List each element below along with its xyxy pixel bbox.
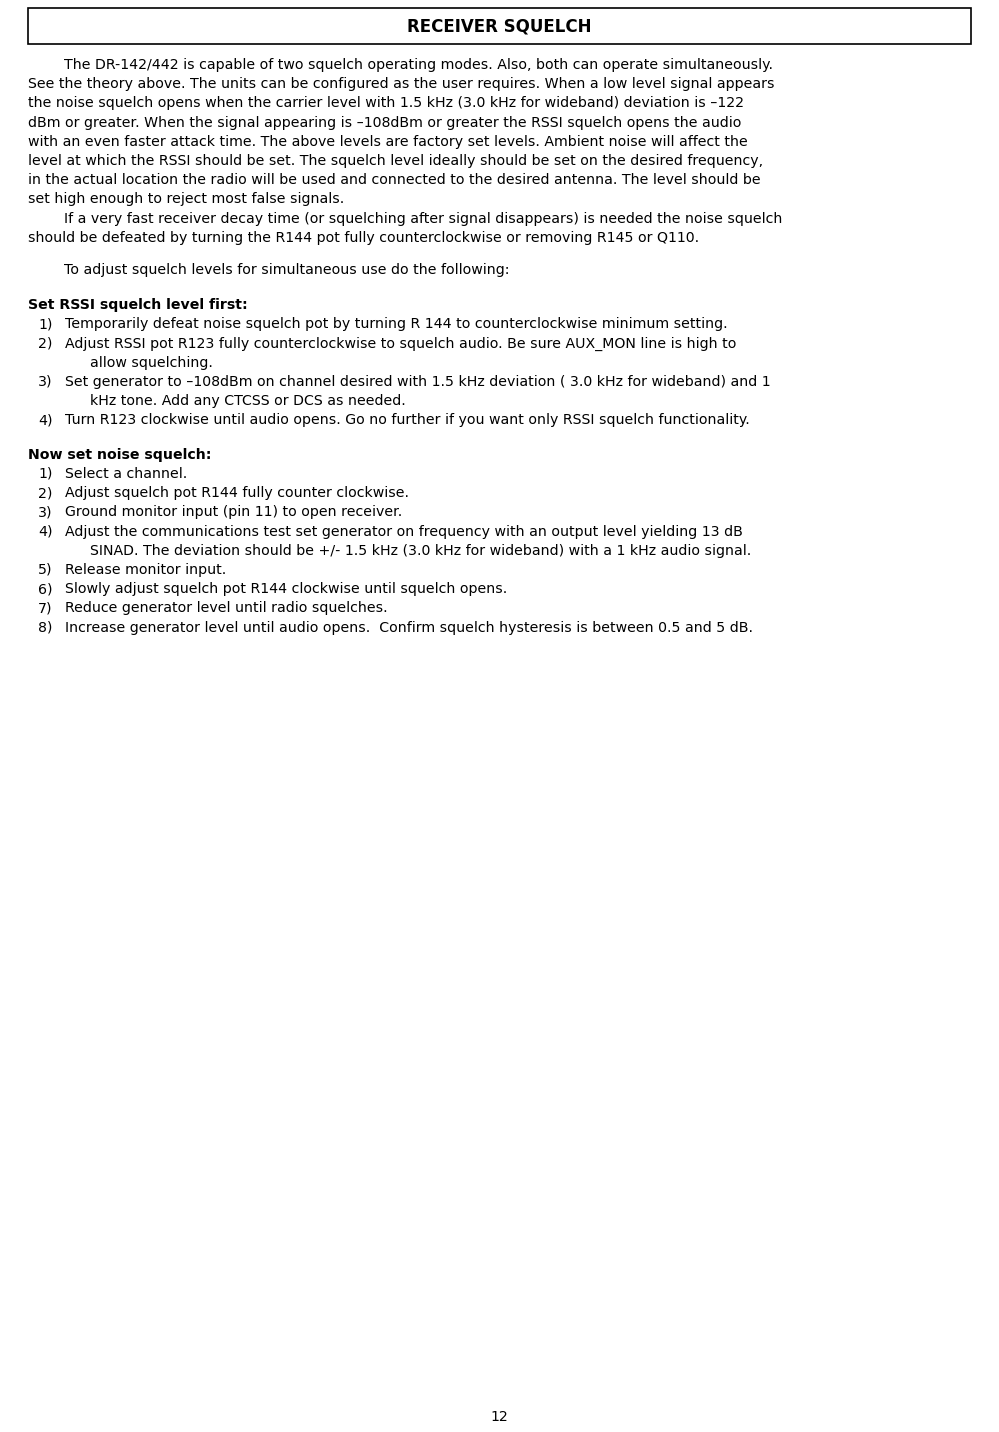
Text: SINAD. The deviation should be +/- 1.5 kHz (3.0 kHz for wideband) with a 1 kHz a: SINAD. The deviation should be +/- 1.5 k…	[90, 544, 751, 557]
Text: See the theory above. The units can be configured as the user requires. When a l: See the theory above. The units can be c…	[28, 77, 774, 92]
Text: 1): 1)	[38, 318, 52, 331]
Text: Set RSSI squelch level first:: Set RSSI squelch level first:	[28, 298, 248, 312]
Text: level at which the RSSI should be set. The squelch level ideally should be set o: level at which the RSSI should be set. T…	[28, 155, 763, 168]
Text: Set generator to –108dBm on channel desired with 1.5 kHz deviation ( 3.0 kHz for: Set generator to –108dBm on channel desi…	[65, 375, 770, 390]
Text: 5): 5)	[38, 563, 53, 577]
Text: Adjust squelch pot R144 fully counter clockwise.: Adjust squelch pot R144 fully counter cl…	[65, 485, 409, 500]
Text: 6): 6)	[38, 583, 53, 596]
Text: with an even faster attack time. The above levels are factory set levels. Ambien: with an even faster attack time. The abo…	[28, 135, 747, 149]
Text: 2): 2)	[38, 337, 52, 351]
Text: should be defeated by turning the R144 pot fully counterclockwise or removing R1: should be defeated by turning the R144 p…	[28, 231, 699, 245]
Text: The DR-142/442 is capable of two squelch operating modes. Also, both can operate: The DR-142/442 is capable of two squelch…	[28, 59, 773, 72]
Text: Ground monitor input (pin 11) to open receiver.: Ground monitor input (pin 11) to open re…	[65, 505, 403, 520]
Text: 2): 2)	[38, 485, 52, 500]
Text: 3): 3)	[38, 505, 53, 520]
Text: Now set noise squelch:: Now set noise squelch:	[28, 448, 212, 461]
Text: the noise squelch opens when the carrier level with 1.5 kHz (3.0 kHz for wideban: the noise squelch opens when the carrier…	[28, 96, 744, 110]
Text: allow squelching.: allow squelching.	[90, 355, 213, 369]
Text: Adjust the communications test set generator on frequency with an output level y: Adjust the communications test set gener…	[65, 524, 743, 538]
Text: 7): 7)	[38, 601, 53, 616]
Text: 1): 1)	[38, 467, 52, 481]
Text: RECEIVER SQUELCH: RECEIVER SQUELCH	[408, 17, 591, 34]
Text: Turn R123 clockwise until audio opens. Go no further if you want only RSSI squel: Turn R123 clockwise until audio opens. G…	[65, 414, 750, 427]
Text: If a very fast receiver decay time (or squelching after signal disappears) is ne: If a very fast receiver decay time (or s…	[28, 212, 782, 226]
Text: Slowly adjust squelch pot R144 clockwise until squelch opens.: Slowly adjust squelch pot R144 clockwise…	[65, 583, 507, 596]
Text: 8): 8)	[38, 620, 52, 634]
Text: Select a channel.: Select a channel.	[65, 467, 187, 481]
Text: Temporarily defeat noise squelch pot by turning R 144 to counterclockwise minimu: Temporarily defeat noise squelch pot by …	[65, 318, 727, 331]
Text: 3): 3)	[38, 375, 53, 390]
Text: 4): 4)	[38, 414, 53, 427]
Text: kHz tone. Add any CTCSS or DCS as needed.: kHz tone. Add any CTCSS or DCS as needed…	[90, 394, 406, 408]
Text: Increase generator level until audio opens.  Confirm squelch hysteresis is betwe: Increase generator level until audio ope…	[65, 620, 753, 634]
Text: Reduce generator level until radio squelches.: Reduce generator level until radio squel…	[65, 601, 388, 616]
Text: To adjust squelch levels for simultaneous use do the following:: To adjust squelch levels for simultaneou…	[28, 263, 509, 278]
Text: 4): 4)	[38, 524, 53, 538]
Text: 12: 12	[491, 1411, 508, 1423]
Text: in the actual location the radio will be used and connected to the desired anten: in the actual location the radio will be…	[28, 173, 760, 188]
Text: Adjust RSSI pot R123 fully counterclockwise to squelch audio. Be sure AUX_MON li: Adjust RSSI pot R123 fully counterclockw…	[65, 337, 736, 351]
Text: set high enough to reject most false signals.: set high enough to reject most false sig…	[28, 192, 345, 206]
Bar	[28, 9, 971, 44]
Text: Release monitor input.: Release monitor input.	[65, 563, 226, 577]
Text: dBm or greater. When the signal appearing is –108dBm or greater the RSSI squelch: dBm or greater. When the signal appearin…	[28, 116, 741, 130]
